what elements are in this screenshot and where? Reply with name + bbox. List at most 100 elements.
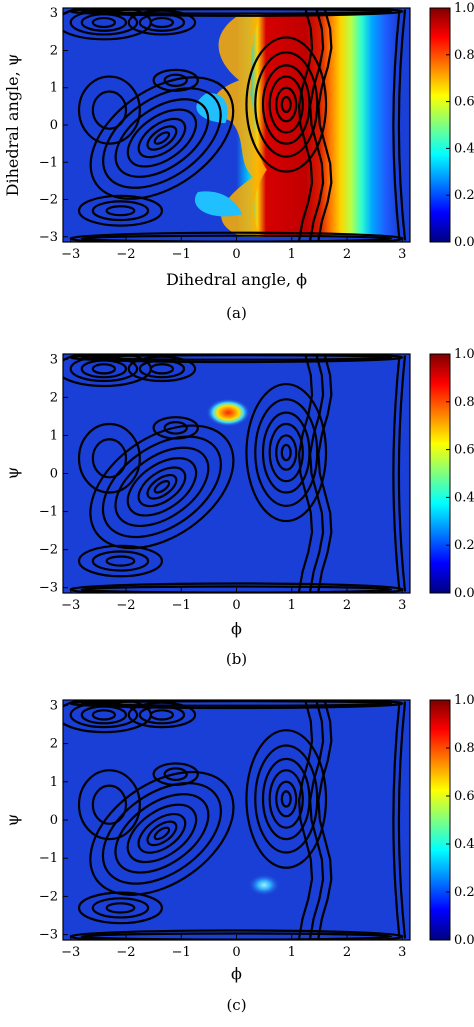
x-tick-label: 3 (398, 945, 406, 960)
colorbar-tick-label: 0.2 (454, 538, 474, 553)
heatmap-field (63, 700, 407, 940)
colorbar: 0.0 0.2 0.4 0.6 0.8 1.0 (429, 1, 474, 250)
panel-caption: (a) (226, 304, 247, 322)
contour-line (114, 446, 210, 528)
contour-line (254, 398, 319, 507)
contour-line (137, 117, 187, 159)
contour-line (126, 457, 198, 517)
x-tick-label: −3 (61, 598, 80, 613)
colorbar-tick-label: 0.8 (454, 741, 474, 756)
x-tick-label: 2 (343, 598, 351, 613)
contour-line (297, 355, 314, 592)
contour-line (114, 793, 210, 874)
y-tick-label: −1 (39, 155, 58, 170)
heatmap-hotspot (206, 398, 251, 427)
y-tick-label: −3 (39, 230, 58, 245)
contour-line (297, 9, 314, 241)
colorbar-fill (429, 7, 451, 243)
contour-line (77, 544, 164, 578)
contour-line (91, 438, 128, 479)
contour-line (105, 902, 136, 914)
contour-line (77, 422, 141, 494)
colorbar-tick-label: 0.4 (454, 837, 474, 852)
x-tick-label: −1 (172, 945, 191, 960)
colorbar-tick-label: 0.6 (454, 443, 474, 458)
contour-line (280, 95, 292, 114)
contour-line (91, 784, 128, 825)
y-tick-label: −3 (39, 928, 58, 943)
contour-line (153, 826, 171, 841)
contour-line (152, 416, 199, 440)
y-tick-label: −3 (39, 581, 58, 596)
chart-panel: −3 −2 −1 0 1 2 3 −3 −2 −1 0 1 2 3 Dihedral angle, ϕ Dih… (3, 1, 474, 322)
colorbar-tick-label: 0.0 (454, 586, 474, 601)
contour-line (268, 422, 304, 483)
x-tick-label: 0 (232, 945, 240, 960)
panel-caption: (b) (226, 650, 247, 668)
colorbar-fill (429, 353, 451, 594)
x-tick-label: 1 (288, 945, 296, 960)
contour-line (163, 421, 188, 435)
x-tick-label: −3 (61, 247, 80, 262)
y-tick-label: −1 (39, 505, 58, 520)
contour-line (89, 770, 235, 896)
y-tick-label: −2 (39, 543, 58, 558)
contour-line (280, 790, 292, 808)
x-tick-label: 0 (232, 247, 240, 262)
contour-line (317, 701, 333, 939)
heatmap-field (63, 8, 410, 242)
colorbar-tick-label: 0.4 (454, 141, 474, 156)
y-axis-label: Dihedral angle, ψ (3, 54, 22, 197)
contour-line (91, 897, 150, 919)
contour-line (149, 709, 175, 721)
x-axis-label: ϕ (231, 964, 242, 983)
x-tick-label: −1 (172, 598, 191, 613)
panel-caption: (c) (226, 996, 246, 1014)
y-tick-label: 2 (50, 390, 58, 405)
band-intrusion (194, 191, 243, 217)
contour-line (127, 355, 197, 383)
contour-line (126, 803, 198, 864)
contour-line (105, 205, 136, 217)
x-axis-label: Dihedral angle, ϕ (166, 270, 307, 289)
contour-line (91, 90, 128, 130)
colorbar-tick-label: 0.6 (454, 789, 474, 804)
colorbar-tick-label: 1.0 (454, 1, 474, 16)
contour-line (149, 16, 175, 29)
colorbar-tick-label: 0.6 (454, 95, 474, 110)
y-tick-label: 3 (50, 6, 58, 21)
contour-line (91, 200, 150, 222)
contour-line (80, 700, 393, 707)
colorbar-tick-label: 0.2 (454, 885, 474, 900)
contour-line (91, 16, 117, 29)
contour-line (69, 8, 404, 17)
contour-line (105, 555, 136, 567)
colorbar-tick-label: 0.2 (454, 188, 474, 203)
contour-line (146, 125, 178, 151)
chart-panel: −3 −2 −1 0 1 2 3 −3 −2 −1 0 1 2 3 ϕ ψ 0.0 0.2 0.4 0.6 0.8 1.0… (3, 347, 474, 668)
x-tick-label: −1 (172, 247, 191, 262)
contour-line (80, 354, 393, 361)
contour-line (152, 762, 199, 786)
contour-line (397, 9, 407, 241)
contour-line (91, 709, 117, 721)
contour-line (254, 744, 319, 854)
contour-line (153, 480, 171, 494)
contour-line (245, 36, 328, 173)
contour-line (146, 820, 178, 847)
x-tick-label: −2 (116, 945, 135, 960)
y-tick-label: 2 (50, 737, 58, 752)
band-cap-top (63, 8, 410, 13)
heatmap-field (63, 354, 407, 593)
x-tick-label: 1 (288, 247, 296, 262)
contour-line (309, 9, 325, 241)
contour-line (397, 355, 407, 592)
contour-line (77, 769, 141, 841)
contour-line (268, 769, 304, 829)
contour-line (89, 424, 235, 550)
contour-line (153, 131, 171, 145)
contour-line (114, 98, 210, 178)
heatmap-hotspot (248, 873, 281, 896)
contour-line (317, 355, 333, 592)
x-tick-label: 2 (343, 247, 351, 262)
